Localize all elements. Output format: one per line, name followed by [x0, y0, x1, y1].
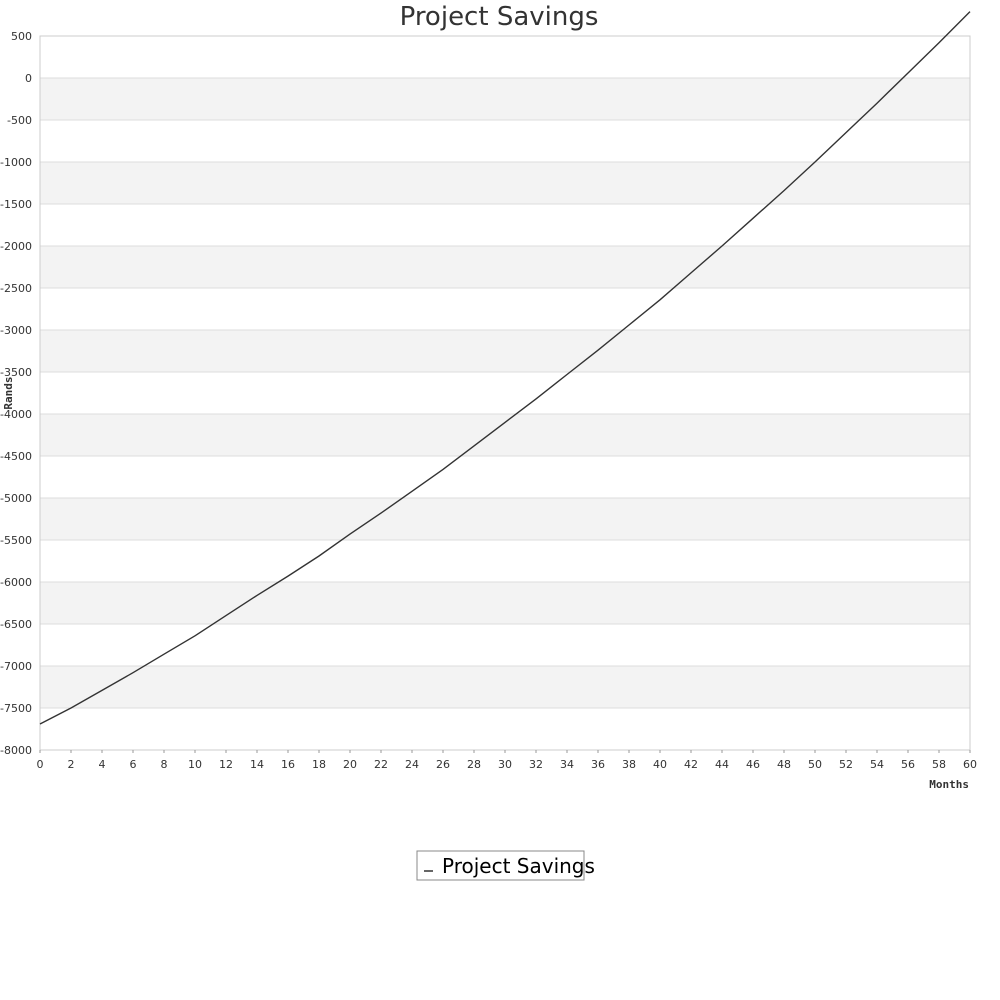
x-tick-label: 6 — [130, 758, 137, 771]
legend-label: Project Savings — [442, 854, 595, 878]
y-tick-label: -7500 — [0, 702, 32, 715]
y-tick-label: -4500 — [0, 450, 32, 463]
y-tick-label: 0 — [25, 72, 32, 85]
x-tick-label: 32 — [529, 758, 543, 771]
x-tick-label: 10 — [188, 758, 202, 771]
y-tick-label: 500 — [11, 30, 32, 43]
y-tick-label: -4000 — [0, 408, 32, 421]
plot-band — [40, 582, 970, 624]
y-tick-label: -8000 — [0, 744, 32, 757]
x-tick-label: 12 — [219, 758, 233, 771]
x-tick-label: 36 — [591, 758, 605, 771]
x-tick-label: 34 — [560, 758, 574, 771]
x-tick-label: 24 — [405, 758, 419, 771]
plot-band — [40, 666, 970, 708]
series-layer — [39, 11, 971, 725]
y-tick-label: -7000 — [0, 660, 32, 673]
y-tick-label: -6000 — [0, 576, 32, 589]
x-tick-label: 20 — [343, 758, 357, 771]
plot-band — [40, 330, 970, 372]
y-tick-label: -2500 — [0, 282, 32, 295]
chart-title: Project Savings — [400, 2, 599, 32]
x-tick-label: 4 — [99, 758, 106, 771]
y-tick-label: -2000 — [0, 240, 32, 253]
x-tick-label: 28 — [467, 758, 481, 771]
y-tick-label: -3000 — [0, 324, 32, 337]
plot-band — [40, 78, 970, 120]
y-tick-label: -1500 — [0, 198, 32, 211]
legend-box — [416, 850, 585, 881]
y-tick-label: -3500 — [0, 366, 32, 379]
x-tick-label: 58 — [932, 758, 946, 771]
x-tick-label: 46 — [746, 758, 760, 771]
plot-band — [40, 162, 970, 204]
y-tick-label: -1000 — [0, 156, 32, 169]
x-tick-label: 52 — [839, 758, 853, 771]
y-tick-label: -5000 — [0, 492, 32, 505]
x-tick-label: 38 — [622, 758, 636, 771]
plot-band — [40, 498, 970, 540]
y-tick-label: -500 — [7, 114, 32, 127]
x-tick-label: 40 — [653, 758, 667, 771]
y-tick-label: -5500 — [0, 534, 32, 547]
y-axis-label: Rands — [2, 376, 15, 409]
x-tick-label: 54 — [870, 758, 884, 771]
x-tick-label: 60 — [963, 758, 977, 771]
y-tick-label: -6500 — [0, 618, 32, 631]
x-tick-label: 0 — [37, 758, 44, 771]
legend: Project Savings — [416, 850, 595, 881]
x-tick-label: 30 — [498, 758, 512, 771]
x-tick-label: 14 — [250, 758, 264, 771]
series-line — [39, 11, 971, 725]
x-axis-ticks: 0 2 4 6 8 10 12 14 16 18 20 22 24 26 28 30 32 34 36 38 40 42 4… — [37, 750, 977, 771]
x-tick-label: 22 — [374, 758, 388, 771]
x-tick-label: 16 — [281, 758, 295, 771]
x-axis-label: Months — [929, 778, 969, 791]
y-axis-ticks: 500 0 -500 -1000 -1500 -2000 -2500 -3000 -3500 -4… — [0, 30, 32, 757]
x-tick-label: 8 — [161, 758, 168, 771]
x-tick-label: 26 — [436, 758, 450, 771]
x-tick-label: 42 — [684, 758, 698, 771]
x-tick-label: 44 — [715, 758, 729, 771]
x-tick-label: 48 — [777, 758, 791, 771]
x-tick-label: 18 — [312, 758, 326, 771]
x-tick-label: 50 — [808, 758, 822, 771]
plot-bands — [40, 78, 970, 708]
x-tick-label: 56 — [901, 758, 915, 771]
plot-band — [40, 246, 970, 288]
x-tick-label: 2 — [68, 758, 75, 771]
plot-band — [40, 414, 970, 456]
